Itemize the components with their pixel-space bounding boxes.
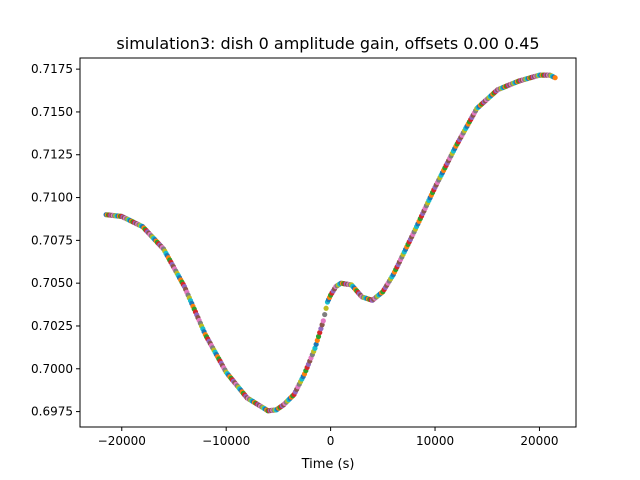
data-point	[318, 326, 324, 332]
y-tick-label: 0.7175	[31, 62, 73, 76]
data-point	[319, 322, 325, 328]
y-tick-label: 0.6975	[31, 405, 73, 419]
y-tick-label: 0.7100	[31, 191, 73, 205]
data-point	[320, 318, 326, 324]
x-axis-label: Time (s)	[301, 457, 355, 472]
chart-title: simulation3: dish 0 amplitude gain, offs…	[116, 34, 539, 53]
y-tick-label: 0.7050	[31, 276, 73, 290]
y-axis-ticks: 0.6975 0.7000 0.7025 0.7050 0.7075 0.7100 0.71…	[31, 62, 80, 419]
y-tick-label: 0.7000	[31, 362, 73, 376]
y-tick-label: 0.7150	[31, 105, 73, 119]
data-point	[314, 337, 320, 344]
x-tick-label: 0	[327, 434, 335, 448]
data-point	[317, 329, 323, 336]
data-point	[315, 333, 322, 340]
data-point	[313, 341, 319, 347]
x-tick-label: 20000	[520, 434, 558, 448]
x-axis-ticks: −20000 −10000 0 10000 20000	[98, 427, 559, 448]
x-tick-label: 10000	[416, 434, 454, 448]
x-tick-label: −20000	[98, 434, 146, 448]
plot-area-frame	[79, 57, 577, 428]
y-tick-label: 0.7125	[31, 148, 73, 162]
y-tick-label: 0.7075	[31, 233, 73, 247]
data-points	[103, 72, 558, 414]
y-tick-label: 0.7025	[31, 319, 73, 333]
data-point	[322, 311, 328, 318]
data-point	[323, 305, 329, 311]
data-point	[312, 345, 318, 351]
data-point	[552, 75, 558, 81]
x-tick-label: −10000	[202, 434, 250, 448]
